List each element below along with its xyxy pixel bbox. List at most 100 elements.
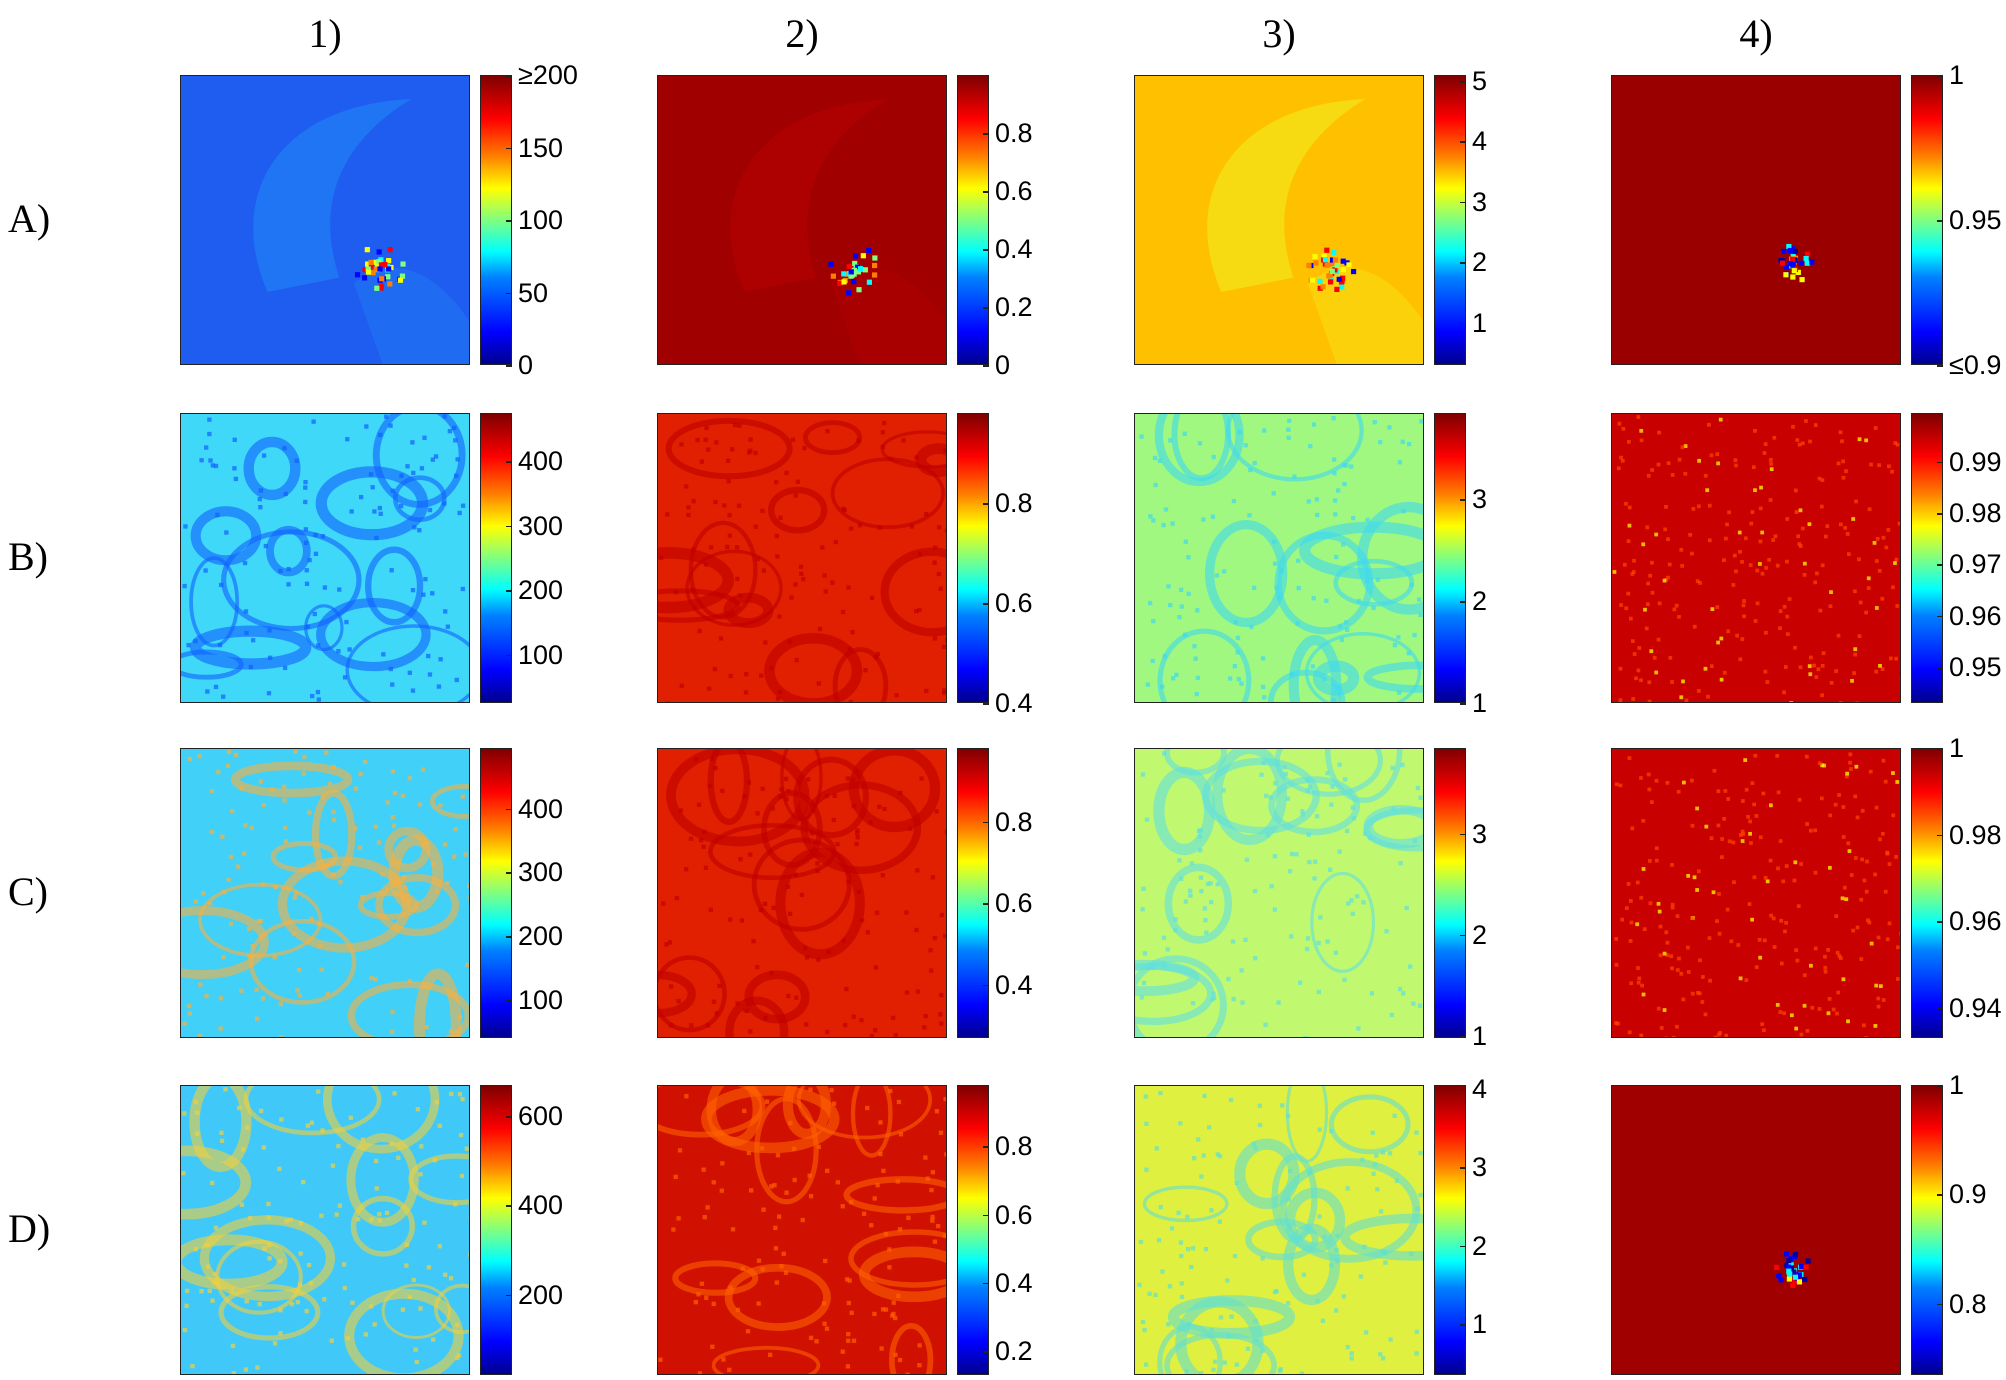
heatmap-cell	[297, 993, 302, 998]
heatmap-cell	[1749, 521, 1754, 526]
heatmap-cell	[432, 1158, 438, 1163]
heatmap-cell	[846, 585, 851, 590]
colorbar-tick-mark	[506, 147, 512, 149]
colorbar-tick-mark	[506, 590, 512, 592]
heatmap-cell	[267, 655, 273, 660]
heatmap-cell	[759, 1146, 765, 1151]
heatmap-cell	[1639, 678, 1643, 683]
heatmap-cell	[787, 911, 793, 917]
heatmap-cell	[1257, 1103, 1263, 1108]
heatmap-cell	[1320, 284, 1326, 290]
colorbar-tick-label: 1	[1472, 688, 1488, 718]
heatmap-cell	[377, 432, 383, 438]
heatmap-cell	[1849, 873, 1854, 877]
heatmap-cell	[256, 918, 261, 924]
heatmap-cell	[1881, 998, 1886, 1002]
heatmap-cell	[1151, 619, 1156, 624]
heatmap-cell	[1664, 1036, 1669, 1037]
heatmap-cell	[1169, 1226, 1175, 1231]
heatmap-cell	[334, 1212, 339, 1217]
heatmap-cell	[917, 1363, 922, 1368]
heatmap-cell	[1330, 784, 1335, 789]
heatmap-cell	[233, 476, 239, 482]
heatmap-cell	[1329, 1263, 1334, 1268]
heatmap-cell	[309, 916, 314, 921]
heatmap-cell	[1397, 460, 1402, 465]
heatmap-cell	[872, 1196, 877, 1201]
heatmap-structure	[658, 588, 741, 623]
colorbar-tick-mark	[983, 821, 989, 824]
heatmap-cell	[711, 1180, 716, 1185]
heatmap-cell	[1203, 1246, 1209, 1252]
colorbar	[1434, 413, 1466, 703]
heatmap-cell	[1670, 680, 1674, 684]
heatmap-cell	[1740, 829, 1745, 834]
heatmap-cell	[690, 587, 695, 592]
heatmap-cell	[219, 582, 224, 588]
heatmap-cell	[859, 1017, 864, 1023]
heatmap-cell	[303, 485, 308, 490]
heatmap-cell	[260, 882, 265, 887]
heatmap-cell	[1401, 509, 1406, 514]
colorbar-tick-mark	[983, 603, 989, 605]
heatmap-cell	[349, 509, 354, 514]
heatmap-cell	[944, 528, 946, 533]
heatmap-cell	[388, 666, 393, 672]
heatmap-cell	[266, 1215, 271, 1220]
heatmap-cell	[303, 499, 308, 505]
heatmap-cell	[1862, 878, 1867, 883]
heatmap-cell	[303, 527, 309, 532]
heatmap-cell	[1891, 771, 1895, 775]
colorbar-tick-label: 3	[1472, 484, 1488, 515]
heatmap-cell	[327, 781, 332, 787]
heatmap-cell	[182, 1111, 187, 1116]
heatmap-cell	[1199, 888, 1204, 894]
heatmap-cell	[1787, 597, 1792, 601]
heatmap-cell	[1209, 899, 1214, 905]
heatmap-cell	[772, 1183, 777, 1188]
heatmap-cell	[1332, 498, 1338, 503]
heatmap-cell	[1632, 652, 1637, 656]
heatmap-cell	[784, 470, 789, 476]
heatmap-cell	[207, 417, 212, 422]
heatmap-cell	[1415, 785, 1421, 791]
heatmap-cell	[1664, 505, 1668, 509]
heatmap-cell	[743, 1008, 748, 1013]
heatmap-cell	[1768, 858, 1773, 863]
heatmap-cell	[1251, 1141, 1256, 1146]
heatmap-cell	[318, 943, 323, 949]
heatmap-cell	[1750, 917, 1754, 922]
colorbar-tick-label: 400	[518, 446, 564, 477]
heatmap-cell	[1299, 1371, 1305, 1374]
heatmap-cell	[904, 910, 909, 915]
heatmap-cell	[186, 642, 191, 648]
heatmap-cell	[939, 992, 944, 998]
heatmap-cell	[1866, 586, 1871, 590]
heatmap-cell	[1387, 425, 1392, 430]
heatmap-cell	[1686, 945, 1690, 950]
heatmap-cell	[1140, 1319, 1146, 1325]
heatmap-cell	[1690, 823, 1695, 828]
heatmap-structure	[365, 546, 424, 626]
heatmap-cell	[422, 840, 427, 845]
heatmap-cell	[930, 875, 936, 880]
heatmap-cell	[891, 1300, 896, 1305]
heatmap-cell	[1887, 862, 1892, 866]
heatmap-cell	[1874, 559, 1879, 563]
heatmap-cell	[1656, 1006, 1661, 1011]
heatmap-cell	[1147, 1291, 1152, 1296]
colorbar	[1434, 1085, 1466, 1375]
heatmap-cell	[437, 1244, 442, 1249]
heatmap-cell	[719, 1188, 724, 1193]
heatmap-cell	[1173, 917, 1178, 922]
heatmap-cell	[337, 1203, 342, 1208]
heatmap-cell	[939, 912, 944, 918]
heatmap-cell	[753, 450, 758, 456]
heatmap-cell	[1344, 620, 1349, 625]
heatmap-cell	[727, 1367, 732, 1372]
heatmap-cell	[760, 786, 765, 792]
heatmap-cell	[1750, 510, 1755, 514]
heatmap-cell	[1300, 809, 1305, 814]
heatmap-cell	[424, 1024, 429, 1030]
heatmap-cell	[865, 1105, 870, 1111]
